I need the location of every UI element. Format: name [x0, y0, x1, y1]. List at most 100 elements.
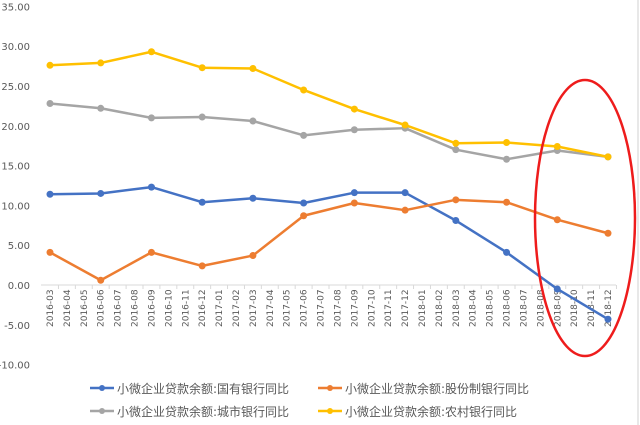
data-point — [604, 315, 612, 323]
y-tick-label: -10.00 — [0, 361, 30, 372]
y-tick-label: 20.00 — [1, 122, 30, 133]
legend-label: 小微企业贷款余额:农村银行同比 — [345, 404, 517, 419]
x-tick-label: 2017-11 — [384, 289, 394, 327]
x-tick-label: 2018-03 — [452, 289, 462, 327]
legend-label: 小微企业贷款余额:股份制银行同比 — [345, 381, 529, 396]
data-point — [249, 194, 257, 202]
data-point — [198, 113, 206, 121]
data-point — [147, 114, 155, 122]
data-point — [249, 252, 257, 260]
x-tick-label: 2017-07 — [317, 289, 327, 327]
data-point — [452, 146, 460, 154]
series-line — [49, 102, 609, 161]
x-tick-label: 2018-07 — [519, 289, 529, 327]
x-tick-label: 2017-12 — [401, 289, 411, 327]
x-tick-label: 2018-08 — [536, 289, 546, 327]
y-tick-label: -5.00 — [4, 321, 30, 332]
data-point — [97, 104, 105, 112]
x-tick-label: 2017-09 — [350, 289, 360, 327]
data-point — [503, 198, 511, 206]
x-tick-label: 2017-04 — [266, 289, 276, 327]
x-tick-label: 2016-12 — [198, 289, 208, 327]
data-point — [401, 121, 409, 129]
legend-item: 小微企业贷款余额:农村银行同比 — [318, 404, 517, 419]
data-point — [97, 189, 105, 197]
y-tick-label: 0.00 — [8, 281, 30, 292]
series-line — [49, 185, 609, 321]
legend-marker — [99, 408, 105, 414]
x-tick-label: 2018-05 — [486, 289, 496, 327]
x-tick-label: 2017-10 — [367, 289, 377, 327]
data-point — [553, 216, 561, 224]
x-tick-label: 2018-02 — [435, 289, 445, 327]
x-tick-label: 2016-04 — [63, 289, 73, 327]
legend-item: 小微企业贷款余额:城市银行同比 — [90, 404, 289, 419]
y-tick-label: 30.00 — [1, 42, 30, 53]
data-point — [249, 64, 257, 72]
data-point — [46, 190, 54, 198]
data-point — [452, 217, 460, 225]
data-point — [604, 153, 612, 161]
x-tick-label: 2017-01 — [215, 289, 225, 327]
data-point — [198, 262, 206, 270]
data-point — [503, 155, 511, 163]
y-tick-label: 15.00 — [1, 162, 30, 173]
x-tick-label: 2016-09 — [147, 289, 157, 327]
data-point — [46, 100, 54, 108]
highlight-ellipse — [533, 78, 637, 358]
data-point — [46, 61, 54, 69]
data-point — [300, 199, 308, 207]
x-tick-label: 2018-11 — [587, 289, 597, 327]
x-tick-label: 2017-06 — [300, 289, 310, 327]
x-tick-label: 2018-01 — [418, 289, 428, 327]
data-point — [350, 189, 358, 197]
data-point — [350, 126, 358, 134]
legend-label: 小微企业贷款余额:城市银行同比 — [117, 404, 289, 419]
series-0 — [46, 183, 612, 323]
series-line — [49, 198, 609, 282]
data-point — [97, 59, 105, 67]
series-2 — [46, 100, 612, 163]
data-point — [300, 212, 308, 220]
data-point — [452, 139, 460, 147]
x-tick-label: 2016-03 — [46, 289, 56, 327]
x-tick-label: 2018-09 — [553, 289, 563, 327]
y-tick-label: 35.00 — [1, 2, 30, 13]
data-point — [401, 189, 409, 197]
data-point — [147, 248, 155, 256]
legend-item: 小微企业贷款余额:国有银行同比 — [90, 381, 289, 396]
data-point — [300, 86, 308, 94]
x-tick-label: 2016-11 — [181, 289, 191, 327]
x-tick-label: 2016-10 — [164, 289, 174, 327]
x-tick-label: 2017-05 — [283, 289, 293, 327]
x-tick-label: 2016-07 — [114, 289, 124, 327]
y-tick-label: 5.00 — [8, 241, 30, 252]
data-point — [452, 196, 460, 204]
data-point — [503, 248, 511, 256]
y-tick-label: 10.00 — [1, 201, 30, 212]
legend-item: 小微企业贷款余额:股份制银行同比 — [318, 381, 529, 396]
data-point — [249, 117, 257, 125]
data-point — [350, 199, 358, 207]
series-line — [49, 50, 609, 159]
data-point — [350, 105, 358, 113]
data-point — [46, 248, 54, 256]
data-point — [198, 198, 206, 206]
data-point — [147, 183, 155, 191]
x-tick-label: 2018-10 — [570, 289, 580, 327]
x-tick-label: 2017-02 — [232, 289, 242, 327]
y-tick-label: 25.00 — [1, 82, 30, 93]
x-tick-label: 2018-04 — [469, 289, 479, 327]
data-point — [300, 131, 308, 139]
x-tick-label: 2017-08 — [333, 289, 343, 327]
x-tick-label: 2016-08 — [131, 289, 141, 327]
x-tick-label: 2018-06 — [503, 289, 513, 327]
legend-label: 小微企业贷款余额:国有银行同比 — [117, 381, 289, 396]
legend-marker — [99, 385, 105, 391]
data-point — [553, 142, 561, 150]
data-point — [97, 276, 105, 284]
legend-marker — [327, 408, 333, 414]
data-point — [147, 48, 155, 56]
x-tick-label: 2018-12 — [604, 289, 614, 327]
